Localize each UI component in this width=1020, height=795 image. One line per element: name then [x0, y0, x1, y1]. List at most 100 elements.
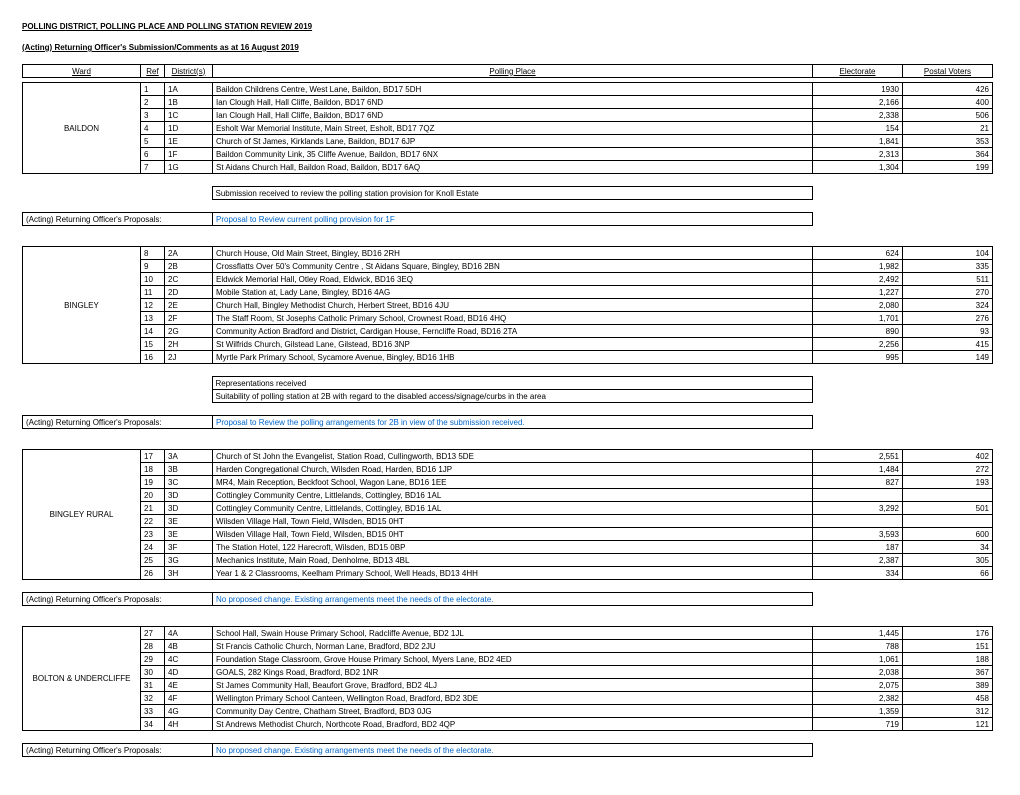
district-cell: 4B	[165, 640, 213, 653]
postal-cell: 364	[903, 148, 993, 161]
data-row: 142GCommunity Action Bradford and Distri…	[23, 325, 993, 338]
ref-cell: 30	[141, 666, 165, 679]
ref-cell: 20	[141, 489, 165, 502]
ward-table: BOLTON & UNDERCLIFFE274ASchool Hall, Swa…	[22, 626, 993, 731]
ref-cell: 26	[141, 567, 165, 580]
hdr-place: Polling Place	[213, 65, 813, 78]
electorate-cell: 2,038	[813, 666, 903, 679]
ref-cell: 9	[141, 260, 165, 273]
hdr-ward: Ward	[23, 65, 141, 78]
electorate-cell: 2,256	[813, 338, 903, 351]
postal-cell: 270	[903, 286, 993, 299]
place-cell: Eldwick Memorial Hall, Otley Road, Eldwi…	[213, 273, 813, 286]
proposal-table: (Acting) Returning Officer's Proposals:N…	[22, 743, 993, 757]
place-cell: Ian Clough Hall, Hall Cliffe, Baildon, B…	[213, 96, 813, 109]
ref-cell: 27	[141, 627, 165, 640]
postal-cell: 600	[903, 528, 993, 541]
ref-cell: 16	[141, 351, 165, 364]
ref-cell: 8	[141, 247, 165, 260]
proposal-text: No proposed change. Existing arrangement…	[213, 744, 813, 757]
postal-cell: 353	[903, 135, 993, 148]
ref-cell: 28	[141, 640, 165, 653]
electorate-cell: 827	[813, 476, 903, 489]
electorate-cell: 2,075	[813, 679, 903, 692]
data-row: 61FBaildon Community Link, 35 Cliffe Ave…	[23, 148, 993, 161]
data-row: 233EWilsden Village Hall, Town Field, Wi…	[23, 528, 993, 541]
proposal-text: No proposed change. Existing arrangement…	[213, 593, 813, 606]
postal-cell: 21	[903, 122, 993, 135]
proposal-label: (Acting) Returning Officer's Proposals:	[23, 593, 213, 606]
ref-cell: 22	[141, 515, 165, 528]
data-row: 21BIan Clough Hall, Hall Cliffe, Baildon…	[23, 96, 993, 109]
place-cell: Church of St James, Kirklands Lane, Bail…	[213, 135, 813, 148]
postal-cell: 415	[903, 338, 993, 351]
postal-cell: 193	[903, 476, 993, 489]
electorate-cell: 719	[813, 718, 903, 731]
place-cell: Mechanics Institute, Main Road, Denholme…	[213, 554, 813, 567]
ref-cell: 3	[141, 109, 165, 122]
district-cell: 2E	[165, 299, 213, 312]
ref-cell: 18	[141, 463, 165, 476]
electorate-cell: 2,338	[813, 109, 903, 122]
district-cell: 1B	[165, 96, 213, 109]
district-cell: 2A	[165, 247, 213, 260]
ref-cell: 19	[141, 476, 165, 489]
district-cell: 3C	[165, 476, 213, 489]
postal-cell: 389	[903, 679, 993, 692]
ward-cell: BINGLEY	[23, 247, 141, 364]
place-cell: School Hall, Swain House Primary School,…	[213, 627, 813, 640]
place-cell: GOALS, 282 Kings Road, Bradford, BD2 1NR	[213, 666, 813, 679]
postal-cell: 402	[903, 450, 993, 463]
postal-cell: 305	[903, 554, 993, 567]
ref-cell: 10	[141, 273, 165, 286]
ref-cell: 17	[141, 450, 165, 463]
postal-cell: 93	[903, 325, 993, 338]
ref-cell: 6	[141, 148, 165, 161]
data-row: 263HYear 1 & 2 Classrooms, Keelham Prima…	[23, 567, 993, 580]
electorate-cell: 1,841	[813, 135, 903, 148]
document-title: POLLING DISTRICT, POLLING PLACE AND POLL…	[22, 22, 998, 31]
district-cell: 2H	[165, 338, 213, 351]
hdr-electorate: Electorate	[813, 65, 903, 78]
electorate-cell: 624	[813, 247, 903, 260]
electorate-cell: 2,080	[813, 299, 903, 312]
district-cell: 4E	[165, 679, 213, 692]
data-row: 223EWilsden Village Hall, Town Field, Wi…	[23, 515, 993, 528]
postal-cell: 121	[903, 718, 993, 731]
ward-table: BINGLEY82AChurch House, Old Main Street,…	[22, 246, 993, 364]
data-row: 304DGOALS, 282 Kings Road, Bradford, BD2…	[23, 666, 993, 679]
place-cell: Church of St John the Evangelist, Statio…	[213, 450, 813, 463]
district-cell: 1A	[165, 83, 213, 96]
postal-cell: 324	[903, 299, 993, 312]
header-table: WardRefDistrict(s)Polling PlaceElectorat…	[22, 64, 993, 78]
place-cell: MR4, Main Reception, Beckfoot School, Wa…	[213, 476, 813, 489]
postal-cell: 149	[903, 351, 993, 364]
ref-cell: 1	[141, 83, 165, 96]
electorate-cell: 1,701	[813, 312, 903, 325]
postal-cell: 199	[903, 161, 993, 174]
postal-cell: 34	[903, 541, 993, 554]
district-cell: 4C	[165, 653, 213, 666]
proposal-text: Proposal to Review current polling provi…	[213, 213, 813, 226]
data-row: 314ESt James Community Hall, Beaufort Gr…	[23, 679, 993, 692]
district-cell: 3B	[165, 463, 213, 476]
ref-cell: 21	[141, 502, 165, 515]
electorate-cell: 187	[813, 541, 903, 554]
place-cell: Baildon Community Link, 35 Cliffe Avenue…	[213, 148, 813, 161]
electorate-cell: 788	[813, 640, 903, 653]
ref-cell: 13	[141, 312, 165, 325]
postal-cell	[903, 515, 993, 528]
district-cell: 1C	[165, 109, 213, 122]
electorate-cell: 1,359	[813, 705, 903, 718]
ref-cell: 11	[141, 286, 165, 299]
district-cell: 1E	[165, 135, 213, 148]
postal-cell: 501	[903, 502, 993, 515]
ref-cell: 7	[141, 161, 165, 174]
proposal-label: (Acting) Returning Officer's Proposals:	[23, 744, 213, 757]
ref-cell: 2	[141, 96, 165, 109]
electorate-cell: 1,304	[813, 161, 903, 174]
place-cell: Harden Congregational Church, Wilsden Ro…	[213, 463, 813, 476]
postal-cell	[903, 489, 993, 502]
notes-table: Representations receivedSuitability of p…	[22, 376, 992, 403]
data-row: 162JMyrtle Park Primary School, Sycamore…	[23, 351, 993, 364]
